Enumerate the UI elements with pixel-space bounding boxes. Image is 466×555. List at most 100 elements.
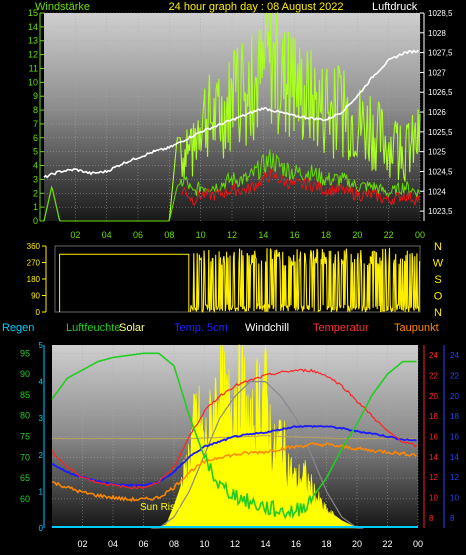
pressure-axis-tick-label: 1028,5: [428, 9, 453, 18]
header-title: 24 hour graph day : 08 August 2022: [169, 1, 344, 13]
rain-axis-tick-label: 4: [39, 378, 44, 387]
humidity-axis-tick-label: 90: [20, 369, 30, 379]
pressure-axis-tick-label: 1027: [428, 68, 446, 77]
temp5cm-axis-tick-label: 16: [450, 433, 459, 442]
wind-direction-series: [59, 247, 421, 314]
humidity-axis-tick-label: 80: [20, 411, 30, 421]
x-tick-label: 20: [352, 230, 362, 240]
pressure-axis-tick-label: 1023,5: [428, 207, 453, 216]
rain-axis-tick-label: 2: [39, 451, 44, 460]
temp-axis-tick-label: 8: [429, 514, 434, 523]
temp-axis-tick-label: 22: [429, 372, 438, 381]
uv-line: [151, 381, 364, 529]
wind-axis-tick-label: 13: [28, 36, 38, 46]
humidity-axis-tick-label: 75: [20, 432, 30, 442]
wind-axis-tick-label: 7: [33, 119, 38, 129]
wind-average-line: [181, 168, 421, 207]
x-tick-label: 04: [102, 230, 112, 240]
pressure-axis-tick-label: 1027,5: [428, 49, 453, 58]
temp-axis-tick-label: 16: [429, 433, 438, 442]
x-tick-label: 14: [260, 539, 270, 549]
x-tick-label: 08: [164, 230, 174, 240]
legend-temp5cm: Temp. 5cm: [174, 322, 228, 334]
x-tick-label: 06: [133, 230, 143, 240]
x-tick-label: 08: [169, 539, 179, 549]
pressure-axis-tick-label: 1025: [428, 148, 446, 157]
x-tick-label: 10: [199, 539, 209, 549]
pressure-axis-tick-label: 1026: [428, 108, 446, 117]
wind-axis-tick-label: 9: [33, 91, 38, 101]
x-tick-label: 14: [258, 230, 268, 240]
temp5cm-axis-tick-label: 20: [450, 392, 459, 401]
legend-regen: Regen: [2, 322, 34, 334]
x-tick-label: 22: [384, 230, 394, 240]
pressure-line: [43, 49, 419, 179]
x-tick-label: 00: [413, 539, 423, 549]
pressure-axis-tick-label: 1024: [428, 187, 446, 196]
temp-axis-tick-label: 14: [429, 453, 438, 462]
temp-axis-tick-label: 10: [429, 494, 438, 503]
temp-axis-tick-label: 20: [429, 392, 438, 401]
compass-label: N: [434, 241, 442, 253]
wind-axis-tick-label: 5: [33, 147, 38, 157]
header-left-label: Windstärke: [35, 1, 90, 13]
x-tick-label: 16: [290, 230, 300, 240]
direction-axis-tick-label: 180: [27, 275, 41, 284]
compass-label: O: [434, 291, 443, 303]
legend-luftfeuchte: Luftfeuchte: [66, 322, 120, 334]
temperature-axes: 02 04 06 08 10 12 14 16 18 20 22 006065707580859095…: [20, 341, 459, 549]
x-tick-label: 22: [382, 539, 392, 549]
temp5cm-axis-tick-label: 22: [450, 372, 459, 381]
temp5cm-axis-tick-label: 18: [450, 412, 459, 421]
wind-axis-tick-label: 14: [28, 22, 38, 32]
wind-axis-tick-label: 0: [33, 216, 38, 226]
wind-axis-tick-label: 2: [33, 188, 38, 198]
legend-solar: Solar: [119, 322, 145, 334]
temp5cm-axis-tick-label: 24: [450, 351, 459, 360]
wind-axis-tick-label: 4: [33, 161, 38, 171]
compass-label: N: [434, 307, 442, 319]
rain-axis-tick-label: 5: [39, 341, 44, 350]
x-tick-label: 00: [415, 230, 425, 240]
x-tick-label: 18: [321, 539, 331, 549]
pressure-axis-tick-label: 1028: [428, 29, 446, 38]
temp-axis-tick-label: 12: [429, 473, 438, 482]
x-tick-label: 02: [70, 230, 80, 240]
direction-axis-tick-label: 360: [27, 242, 41, 251]
wind-axis-tick-label: 8: [33, 105, 38, 115]
legend-temperatur: Temperatur: [313, 322, 369, 334]
x-tick-label: 10: [196, 230, 206, 240]
x-tick-label: 20: [352, 539, 362, 549]
x-tick-label: 12: [230, 539, 240, 549]
humidity-axis-tick-label: 95: [20, 348, 30, 358]
wind-direction-line: [189, 247, 421, 314]
x-tick-label: 12: [227, 230, 237, 240]
x-tick-label: 06: [138, 539, 148, 549]
wind-direction-initial: [59, 253, 190, 312]
humidity-line: [51, 352, 417, 520]
temp5cm-axis-tick-label: 10: [450, 494, 459, 503]
pressure-axis-tick-label: 1024,5: [428, 167, 453, 176]
legend-windchill: Windchill: [245, 322, 289, 334]
wind-axis-tick-label: 11: [29, 63, 38, 73]
temp5cm-axis-tick-label: 8: [450, 514, 455, 523]
humidity-axis-tick-label: 65: [20, 473, 30, 483]
direction-axis-tick-label: 90: [31, 292, 40, 301]
x-tick-label: 02: [77, 539, 87, 549]
temp5cm-axis-tick-label: 12: [450, 473, 459, 482]
pressure-axis-tick-label: 1025,5: [428, 128, 453, 137]
temp5cm-axis-tick-label: 14: [450, 453, 459, 462]
temp-axis-tick-label: 18: [429, 412, 438, 421]
pressure-axis-tick-label: 1026,5: [428, 88, 453, 97]
compass-label: S: [434, 274, 441, 286]
direction-axis-tick-label: 270: [27, 259, 41, 268]
wind-pressure-plot-area: [44, 13, 420, 221]
wind-axis-tick-label: 12: [28, 50, 38, 60]
temperature-line: [51, 368, 417, 490]
humidity-axis-tick-label: 60: [20, 494, 30, 504]
legend-taupunkt: Taupunkt: [394, 322, 439, 334]
wind-axis-tick-label: 15: [28, 8, 38, 18]
compass-label: W: [433, 258, 444, 270]
sun-rise-label: Sun Rise: [140, 502, 181, 513]
